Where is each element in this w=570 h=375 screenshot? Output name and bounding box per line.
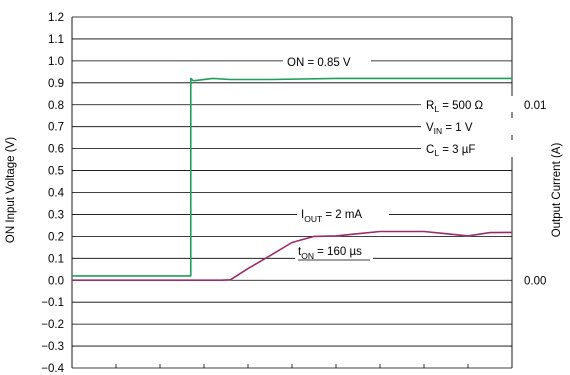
- left-tick-label: 0.3: [48, 209, 64, 221]
- left-tick-label: 0.2: [48, 231, 64, 243]
- on-voltage-label: ON = 0.85 V: [287, 57, 351, 69]
- grid-lines: [71, 16, 513, 369]
- rl-annotation: RL = 500 Ω: [426, 100, 484, 114]
- left-tick-label: −0.2: [41, 319, 64, 331]
- left-tick-label: 0.4: [48, 188, 65, 200]
- left-tick-label: 0.6: [48, 144, 64, 156]
- left-tick-label: −0.4: [41, 363, 64, 375]
- left-tick-label: 0.7: [48, 122, 64, 134]
- right-tick-labels: 0.01 0.00: [524, 100, 546, 288]
- right-axis-title: Output Current (A): [551, 143, 563, 238]
- right-tick-label: 0.01: [524, 100, 546, 112]
- left-tick-label: 1.1: [48, 34, 64, 46]
- ton-annotation: tON = 160 µs: [298, 246, 362, 261]
- output-current-line: [72, 230, 513, 282]
- series-layer: [72, 77, 513, 282]
- right-tick-label: 0.00: [524, 275, 546, 287]
- on-voltage-line: [72, 77, 512, 277]
- cl-annotation: CL = 3 µF: [426, 144, 475, 158]
- vin-annotation: VIN = 1 V: [426, 122, 473, 136]
- left-tick-label: 1.0: [48, 56, 64, 68]
- left-tick-label: 1.2: [48, 12, 64, 24]
- left-tick-labels: 1.2 1.1 1.0 0.9 0.8 0.7 0.6 0.5 0.4 0.3 0.2 0.1 0.0 −…: [41, 12, 64, 375]
- left-tick-label: −0.3: [41, 341, 64, 353]
- left-tick-label: 0.5: [48, 166, 64, 178]
- left-tick-label: 0.1: [48, 253, 64, 265]
- left-tick-label: 0.0: [48, 275, 64, 287]
- left-tick-label: −0.1: [41, 297, 64, 309]
- left-tick-label: 0.9: [48, 78, 64, 90]
- left-tick-label: 0.8: [48, 100, 64, 112]
- iout-annotation: IOUT = 2 mA: [301, 209, 362, 224]
- left-axis-title: ON Input Voltage (V): [5, 137, 17, 243]
